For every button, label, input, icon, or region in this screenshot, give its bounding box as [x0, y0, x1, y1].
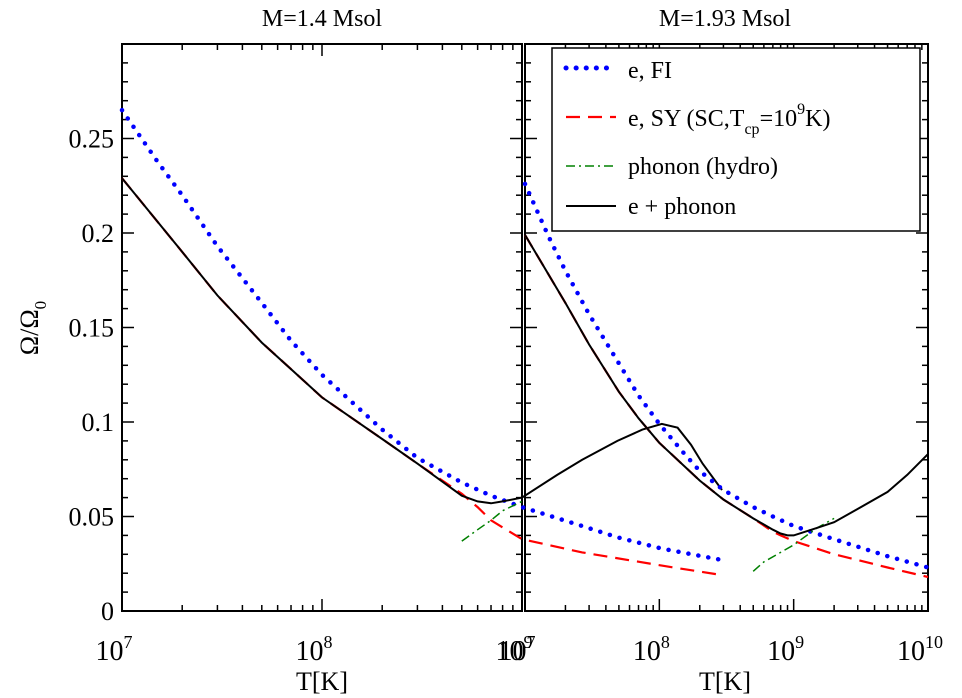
legend-label-efi: e, FI: [628, 58, 672, 84]
y-tick-label: 0.2: [82, 219, 115, 248]
legend: e, FI e, SY (SC,Tcp=109K) phonon (hydro)…: [551, 47, 921, 232]
y-tick-label: 0.15: [69, 314, 115, 343]
panel-left-title: M=1.4 Msol: [262, 6, 383, 32]
series-line-phonon-left: [461, 500, 523, 542]
y-tick-label: 0.25: [69, 125, 115, 154]
x-tick-label-right: 108: [633, 632, 670, 667]
x-tick-label-left: 107: [96, 632, 133, 667]
legend-label-esy: e, SY (SC,Tcp=109K): [628, 101, 830, 138]
y-axis-label: Ω/Ω0: [15, 301, 50, 355]
series-line-eSY-right: [524, 234, 929, 579]
legend-box: [551, 47, 921, 232]
series-line-eFI-right: [522, 181, 931, 570]
panel-left-frame: [121, 43, 523, 612]
series-line-sum-right: [524, 234, 929, 537]
x-tick-label-right: 107: [499, 632, 536, 667]
series-line-sum-left: [121, 177, 723, 505]
x-tick-label-right: 109: [767, 632, 804, 667]
x-axis-label-right: T[K]: [699, 667, 751, 696]
panel-right-title: M=1.93 Msol: [659, 6, 792, 32]
x-tick-label-left: 108: [296, 632, 333, 667]
y-tick-label: 0.05: [69, 503, 115, 532]
y-tick-label: 0.1: [82, 408, 115, 437]
y-axis-label-sub: 0: [31, 301, 50, 310]
legend-label-sum: e + phonon: [628, 194, 736, 220]
series-line-eFI-left: [119, 107, 725, 563]
x-tick-label-right: 1010: [897, 632, 943, 667]
x-tick-label-left: 109: [496, 632, 533, 667]
legend-label-phonon: phonon (hydro): [628, 154, 778, 180]
series-line-eSY-left: [121, 177, 723, 577]
y-tick-label: 0: [101, 597, 114, 626]
x-axis-label-left: T[K]: [296, 667, 348, 696]
